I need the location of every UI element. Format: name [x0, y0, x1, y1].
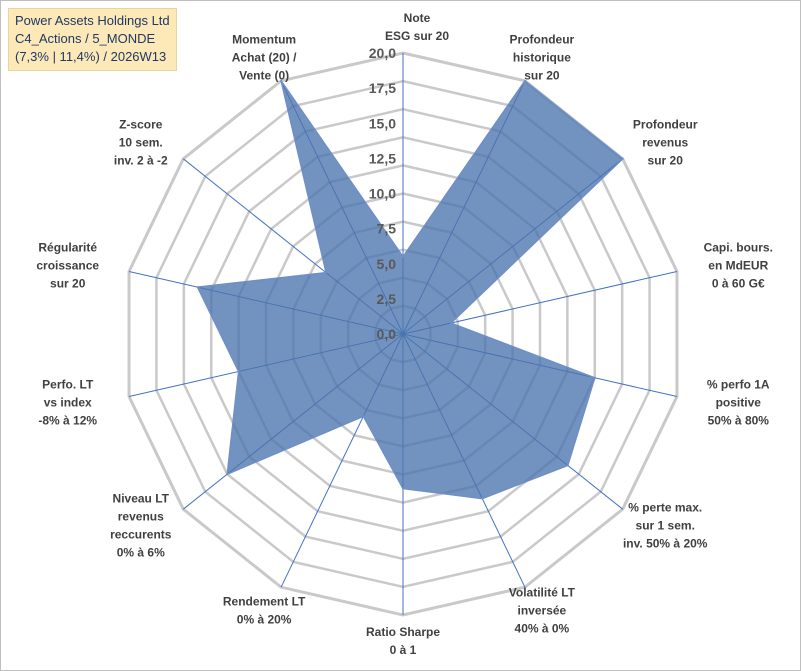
axis-label: Note ESG sur 20 [385, 11, 449, 43]
axis-label-line: vs index [44, 395, 92, 409]
tick-label: 5,0 [377, 256, 397, 272]
data-point [593, 376, 596, 379]
axis-label-line: Achat (20) / [232, 50, 297, 64]
data-point [325, 271, 328, 274]
chart-title-box: Power Assets Holdings Ltd C4_Actions / 5… [8, 8, 177, 71]
axis-label-line: Capi. bours. [704, 241, 773, 255]
chart-title-line-2: C4_Actions / 5_MONDE [15, 31, 156, 46]
data-series-area [196, 79, 624, 500]
axis-label: Régularité croissance sur 20 [36, 241, 99, 291]
axis-label-line: 0 à 1 [390, 643, 417, 657]
tick-label: 2,5 [377, 291, 397, 307]
axis-label-line: Perfo. LT [42, 377, 94, 391]
tick-label: 7,5 [377, 221, 397, 237]
axis-label-line: Régularité [38, 241, 97, 255]
axis-label-line: revenus [118, 509, 164, 523]
axis-label: Volatilité LT inversée 40% à 0% [509, 586, 576, 636]
axis-label-line: inv. 50% à 20% [623, 536, 708, 550]
data-point [237, 370, 240, 373]
axis-label-line: Rendement LT [223, 595, 306, 609]
data-point [481, 497, 484, 500]
axis-label-line: % perte max. [628, 500, 702, 514]
tick-label: 17,5 [369, 80, 396, 96]
axis-label-line: en MdEUR [708, 259, 768, 273]
axis-label: Capi. bours. en MdEUR 0 à 60 G€ [704, 241, 773, 291]
axis-label: Profondeur historique sur 20 [510, 32, 575, 82]
axis-label: Z-score 10 sem. inv. 2 à -2 [114, 118, 168, 168]
axis-label-line: reccurents [110, 527, 172, 541]
axis-label-line: % perfo 1A [707, 377, 770, 391]
axis-label-line: Profondeur [510, 32, 575, 46]
axis-label-line: sur 1 sem. [636, 518, 695, 532]
axis-label-line: sur 20 [648, 154, 684, 168]
data-point [402, 255, 404, 258]
axis-label-line: 50% à 80% [708, 413, 770, 427]
tick-label: 10,0 [369, 186, 396, 202]
chart-title-line-1: Power Assets Holdings Ltd [15, 13, 170, 28]
axis-label-line: -8% à 12% [38, 413, 97, 427]
axis-label-line: Profondeur [633, 118, 698, 132]
axis-label: % perte max. sur 1 sem. inv. 50% à 20% [623, 500, 708, 550]
axis-label-line: inv. 2 à -2 [114, 154, 168, 168]
data-point [196, 286, 199, 289]
axis-label-line: sur 20 [50, 277, 86, 291]
axis-label-line: 0% à 6% [117, 545, 165, 559]
axis-label-line: Momentum [232, 32, 296, 46]
axis-label-line: croissance [36, 259, 99, 273]
axis-label: % perfo 1A positive 50% à 80% [707, 377, 770, 427]
axis-label-line: 40% à 0% [515, 622, 570, 636]
tick-label: 15,0 [369, 115, 396, 131]
axis-label-line: ESG sur 20 [385, 29, 449, 43]
axis-label-line: 10 sem. [119, 136, 163, 150]
axis-label: Rendement LT 0% à 20% [223, 595, 306, 627]
data-point [280, 79, 283, 82]
chart-title-line-3: (7,3% | 11,4%) / 2026W13 [15, 49, 167, 64]
axis-label: Niveau LT revenus reccurents 0% à 6% [110, 491, 172, 559]
tick-label: 20,0 [369, 45, 396, 61]
data-point [621, 157, 624, 160]
axis-label-line: Volatilité LT [509, 586, 576, 600]
axis-label-line: 0 à 60 G€ [712, 277, 765, 291]
data-point [449, 322, 452, 325]
axis-label: Momentum Achat (20) / Vente (0) [232, 32, 297, 82]
data-point [523, 79, 526, 82]
axis-label-line: Vente (0) [239, 68, 289, 82]
axis-label-line: positive [716, 395, 762, 409]
axis-label-line: Z-score [119, 118, 163, 132]
axis-label: Perfo. LT vs index -8% à 12% [38, 377, 97, 427]
tick-label: 0,0 [377, 326, 397, 342]
axis-label: Profondeur revenus sur 20 [633, 118, 698, 168]
data-point [566, 464, 569, 467]
axis-label-line: Niveau LT [113, 491, 170, 505]
tick-label: 12,5 [369, 150, 396, 166]
axis-label-line: 0% à 20% [237, 613, 292, 627]
data-point [226, 473, 229, 476]
axis-label-line: inversée [518, 604, 567, 618]
axis-label-line: Note [404, 11, 431, 25]
axis-label-line: sur 20 [524, 68, 560, 82]
data-point [402, 487, 404, 490]
axis-label-line: Ratio Sharpe [366, 625, 440, 639]
axis-label: Ratio Sharpe 0 à 1 [366, 625, 440, 657]
data-point [362, 415, 365, 418]
axis-label-line: historique [513, 50, 571, 64]
axis-label-line: revenus [642, 136, 688, 150]
